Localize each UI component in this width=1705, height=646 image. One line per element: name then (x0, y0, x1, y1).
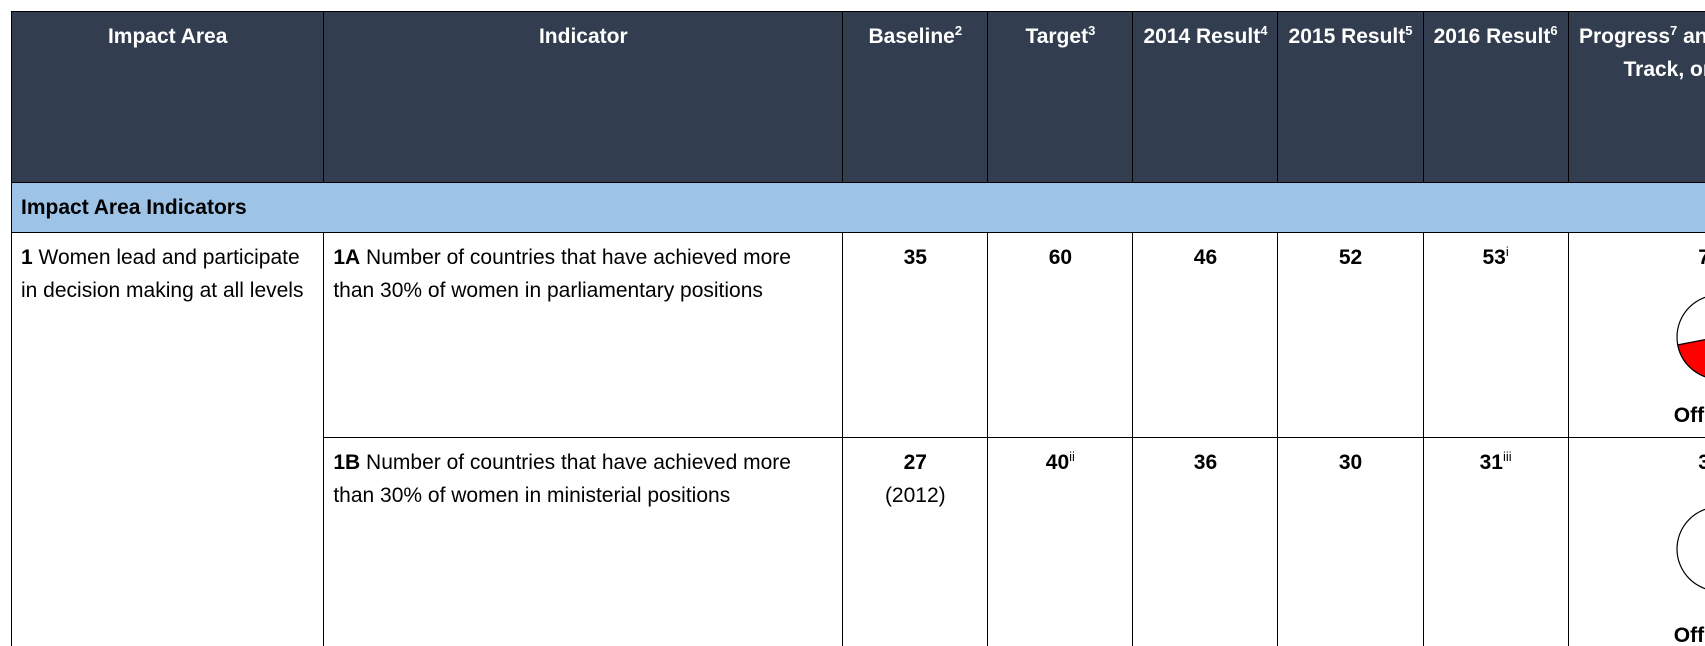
value: 52 (1338, 246, 1363, 269)
value: 60 (1048, 246, 1073, 269)
progress-cell: 72% Off Track (1567, 232, 1705, 438)
status-label: Off Track (1673, 404, 1705, 427)
value: 36 (1193, 451, 1218, 474)
header-text: Target (1025, 25, 1089, 48)
progress-label: 72% (1698, 246, 1705, 269)
status-label: Off Track (1673, 624, 1705, 646)
table-wrap: Impact Area Indicator Baseline2 Target3 2014… (11, 11, 1705, 646)
section-title: Impact Area Indicators (21, 196, 247, 219)
section-row: Impact Area Indicators (11, 182, 1705, 233)
header-cell: 2016 Result6 (1422, 11, 1569, 183)
indicator-cell: 1B Number of countries that have achieve… (323, 437, 844, 646)
value-cell: 27 (2012) (842, 437, 989, 646)
progress-pie (1676, 296, 1705, 377)
note-ref: ii (1069, 449, 1075, 464)
footnote-ref: 5 (1405, 23, 1413, 38)
value: 40 (1045, 451, 1070, 474)
pie-slice (1677, 338, 1705, 377)
header-text: and Achieved, On Track, or Off Track (1623, 25, 1705, 81)
value: 30 (1338, 451, 1363, 474)
pie-background (1676, 508, 1705, 590)
value-cell: 35 (842, 232, 989, 438)
header-text: 2015 Result (1288, 25, 1406, 48)
value-cell: 36 (1132, 437, 1279, 646)
footnote-ref: 3 (1088, 23, 1096, 38)
header-cell: 2014 Result4 (1132, 11, 1279, 183)
header-row: Impact Area Indicator Baseline2 Target3 2014… (11, 11, 1705, 183)
indicator-row: 1 Women lead and participate in decision… (11, 232, 1705, 646)
header-cell: 2015 Result5 (1277, 11, 1424, 183)
note-ref: iii (1502, 449, 1512, 464)
value: 27 (903, 451, 927, 474)
value-cell: 40ii (987, 437, 1134, 646)
value-cell: 46 (1132, 232, 1279, 438)
progress-label: 31% (1698, 451, 1705, 474)
header-cell: Baseline2 (842, 11, 989, 183)
header-text: 2014 Result (1143, 25, 1261, 48)
header-cell: Target3 (987, 11, 1134, 183)
impact-label: Women lead and participate in decision m… (21, 246, 304, 302)
indicator-code: 1B (333, 451, 361, 474)
header-text: Indicator (538, 25, 628, 48)
footnote-ref: 2 (954, 23, 963, 38)
footnote-ref: 4 (1260, 23, 1268, 38)
section-cell: Impact Area Indicators (11, 182, 1705, 233)
footnote-ref: 7 (1670, 23, 1678, 38)
value-cell: 30 (1277, 437, 1424, 646)
indicator-cell: 1A Number of countries that have achieve… (323, 232, 844, 438)
progress-pie (1676, 508, 1705, 590)
value: 31 (1479, 451, 1503, 474)
value: 53 (1482, 246, 1506, 269)
indicator-text: Number of countries that have achieved m… (333, 451, 791, 507)
impact-area-cell: 1 Women lead and participate in decision… (11, 232, 325, 646)
value-cell: 60 (987, 232, 1134, 438)
progress-box: 31% Off Track (1569, 446, 1705, 646)
indicator-code: 1A (333, 246, 361, 269)
value: 35 (903, 246, 927, 269)
indicator-text: Number of countries that have achieved m… (333, 246, 791, 302)
header-cell: Progress7 and Achieved, On Track, or Off… (1567, 11, 1705, 183)
value-cell: 31iii (1422, 437, 1569, 646)
baseline-year: (2012) (884, 484, 946, 507)
header-text: Baseline (868, 25, 955, 48)
indicator-row: 1B Number of countries that have achieve… (12, 437, 1705, 646)
progress-box: 72% Off Track (1569, 241, 1705, 432)
header-cell: Indicator (323, 11, 844, 183)
value-cell: 53i (1422, 232, 1569, 438)
value-cell: 52 (1277, 232, 1424, 438)
header-text: 2016 Result (1433, 25, 1551, 48)
note-ref: i (1505, 244, 1509, 259)
header-text: Impact Area (107, 25, 228, 48)
footnote-ref: 6 (1550, 23, 1558, 38)
header-text: Progress (1578, 25, 1670, 48)
results-table: Impact Area Indicator Baseline2 Target3 2014… (11, 11, 1705, 646)
impact-number: 1 (21, 246, 33, 269)
progress-cell: 31% Off Track (1567, 437, 1705, 646)
header-cell: Impact Area (11, 11, 325, 183)
value: 46 (1193, 246, 1218, 269)
